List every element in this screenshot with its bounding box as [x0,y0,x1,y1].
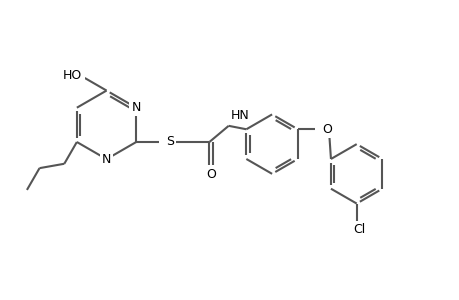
Text: Cl: Cl [352,223,364,236]
Text: HN: HN [230,109,249,122]
Text: O: O [206,168,216,182]
Text: HO: HO [63,69,82,82]
Text: N: N [101,153,111,166]
Text: S: S [166,136,174,148]
Text: N: N [131,101,140,114]
Text: O: O [321,123,331,136]
